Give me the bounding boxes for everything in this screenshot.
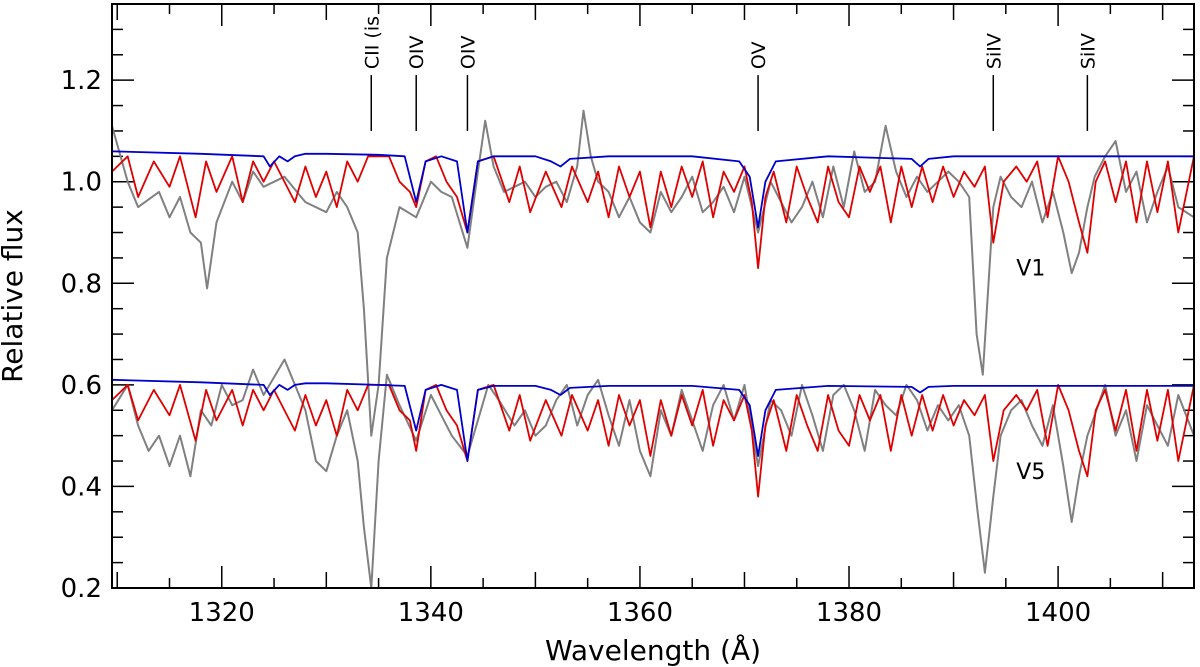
line-id-label: SiIV (983, 33, 1005, 69)
y-tick-label: 0.2 (61, 574, 102, 604)
line-id-label: OV (748, 41, 770, 69)
x-tick-label: 1400 (1025, 598, 1091, 628)
line-id-label: SiIV (1077, 33, 1099, 69)
y-tick-label: 0.6 (61, 371, 102, 401)
series-model-blue-v5 (112, 378, 1194, 462)
spectrum-label: V1 (1016, 257, 1045, 282)
y-axis-ticks: 0.2 0.4 0.6 0.8 1.0 1.2 (61, 3, 1194, 604)
line-id-label: OIV (457, 36, 479, 70)
series-lines (112, 109, 1194, 588)
series-model-red-v1 (112, 155, 1194, 270)
x-axis-ticks: 1320 1340 1360 1380 1400 (116, 4, 1164, 628)
y-tick-label: 1.0 (61, 168, 102, 198)
plot-frame (111, 3, 1195, 589)
line-id-label: CII (is (361, 16, 383, 69)
x-tick-label: 1340 (398, 598, 464, 628)
x-tick-label: 1360 (607, 598, 673, 628)
spectrum-label: V5 (1016, 460, 1045, 485)
line-id-label: OIV (406, 36, 428, 70)
line-identifications: CII (is OIV OIV OV SiIV SiIV V1 V5 (361, 16, 1099, 485)
y-tick-label: 1.2 (61, 66, 102, 96)
series-model-blue-v1 (112, 150, 1194, 234)
series-observed-v1 (112, 109, 1194, 437)
x-tick-label: 1380 (816, 598, 882, 628)
x-axis-title: Wavelength (Å) (545, 633, 761, 667)
y-tick-label: 0.4 (61, 472, 102, 502)
x-tick-label: 1320 (189, 598, 255, 628)
series-model-red-v5 (112, 383, 1194, 498)
y-tick-label: 0.8 (61, 269, 102, 299)
y-axis-title: Relative flux (0, 209, 29, 383)
